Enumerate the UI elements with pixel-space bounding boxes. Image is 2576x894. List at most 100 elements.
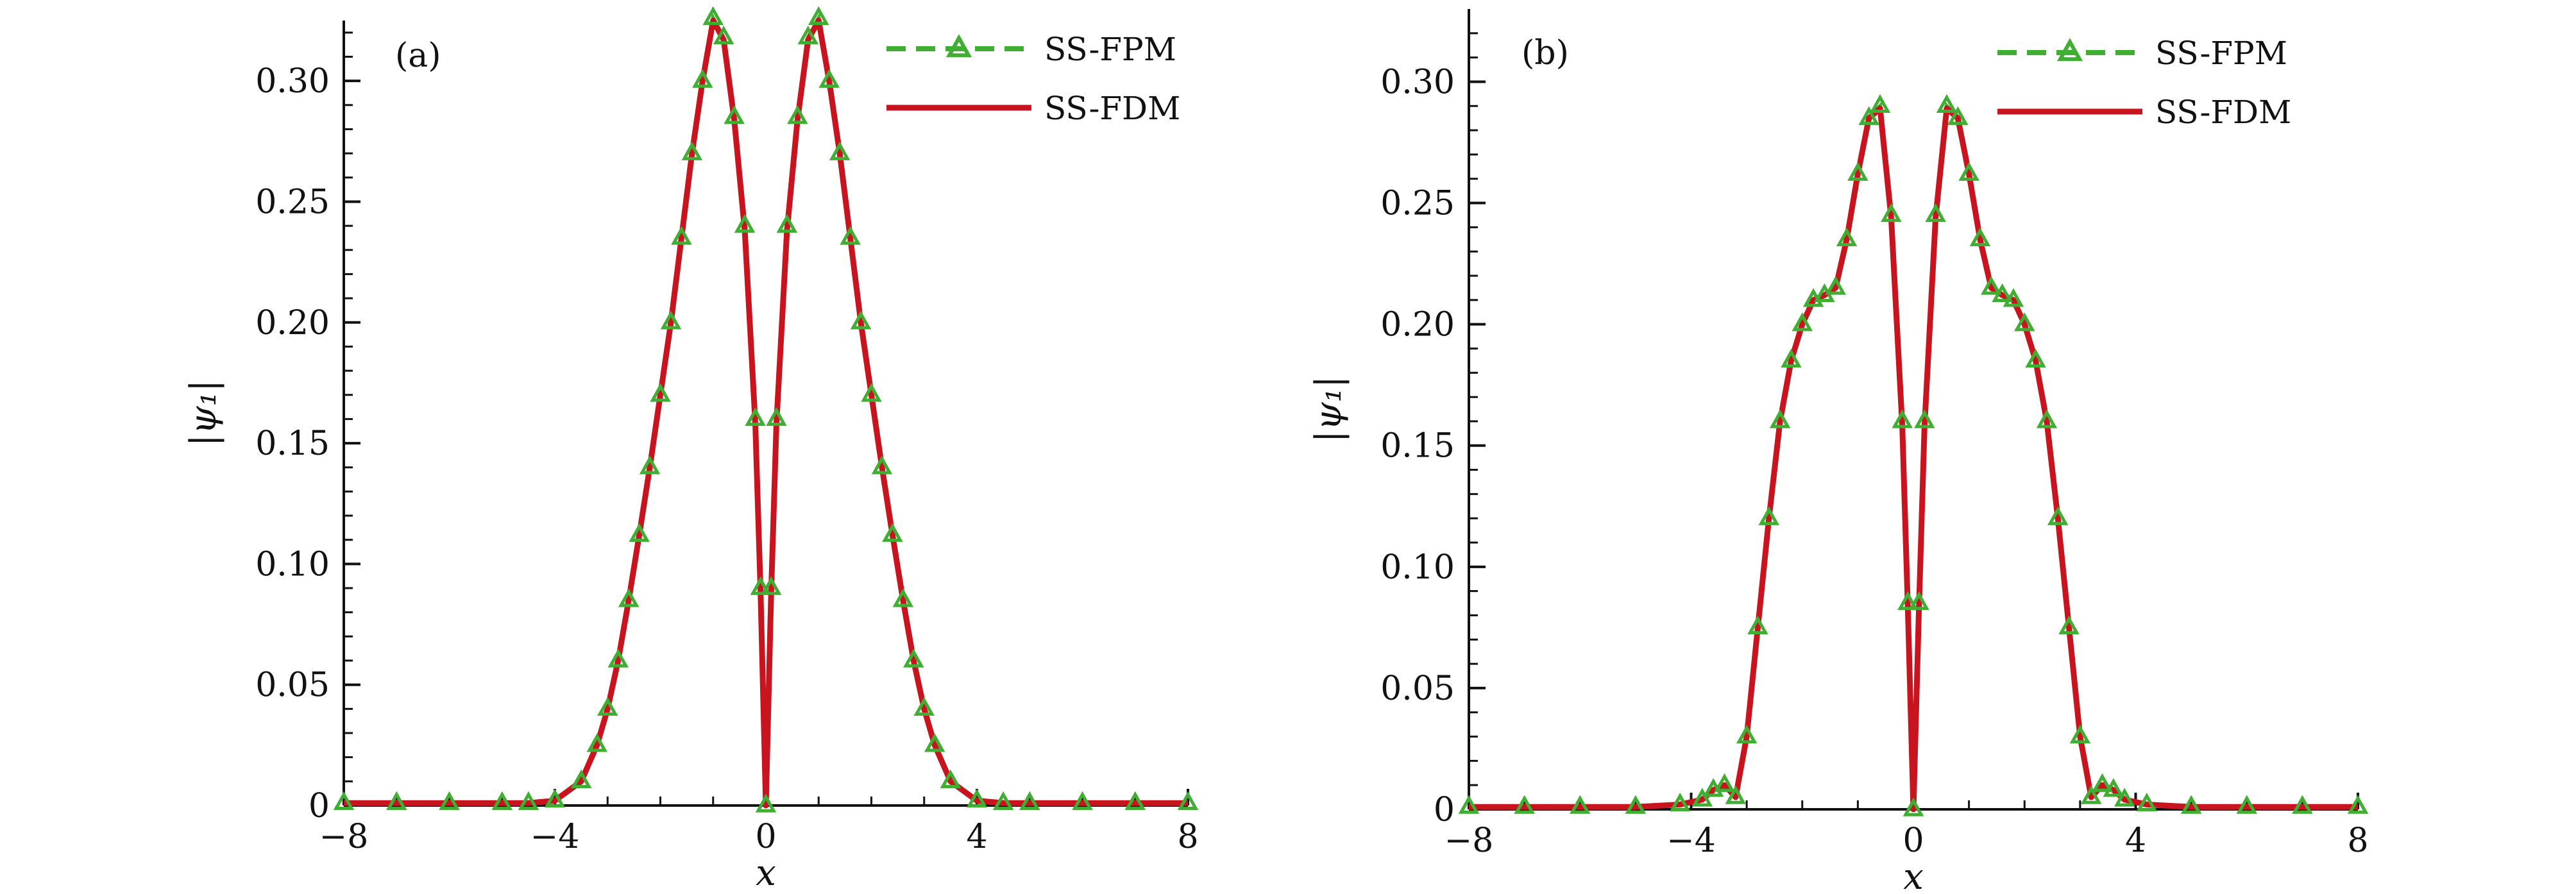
ss-fpm-point [760, 576, 782, 595]
y-tick-label: 0.20 [255, 304, 330, 342]
ss-fpm-point [1625, 795, 1647, 814]
ss-fpm-point [1177, 791, 1199, 810]
ss-fpm-point [913, 696, 935, 716]
ss-fpm-point [570, 769, 592, 789]
ss-fpm-point [2347, 795, 2369, 814]
ss-fpm-point [1458, 795, 1480, 814]
x-tick-label: 4 [2125, 822, 2146, 860]
ss-fpm-point [1072, 791, 1093, 810]
ss-fpm-point [892, 588, 914, 607]
ss-fpm-point [607, 648, 629, 668]
ss-fpm-point [639, 455, 661, 475]
y-tick-label: 0.30 [255, 62, 330, 101]
x-tick-label: −8 [319, 818, 369, 856]
ss-fpm-point [439, 791, 460, 810]
ss-fpm-point [750, 576, 772, 595]
x-tick-label: 0 [1902, 822, 1924, 860]
ss-fpm-point [776, 214, 798, 233]
ss-fpm-point [1758, 506, 1780, 525]
ss-fpm-point [1825, 276, 1846, 295]
ss-fpm-point [713, 25, 734, 45]
ss-fpm-point [2236, 795, 2257, 814]
ss-fpm-point [829, 141, 851, 160]
ss-fpm-point [1892, 409, 1913, 428]
ss-fpm-point [681, 141, 703, 160]
y-axis-title: |ψ₁| [183, 380, 225, 446]
series-ss-fdm-line [1469, 105, 2358, 813]
ss-fpm-point [692, 69, 713, 88]
ss-fpm-point [1514, 795, 1535, 814]
ss-fpm-point [924, 733, 945, 752]
ss-fpm-point [1914, 409, 1935, 428]
x-tick-label: 0 [755, 818, 776, 856]
ss-fpm-point [1858, 106, 1879, 125]
ss-fpm-point [1669, 792, 1691, 812]
ss-fpm-point [2036, 409, 2058, 428]
y-tick-label: 0.10 [255, 545, 330, 584]
ss-fpm-point [1969, 227, 1991, 246]
y-tick-label: 0.30 [1380, 63, 1455, 101]
y-tick-label: 0.25 [1380, 185, 1455, 223]
ss-fpm-point [808, 6, 829, 25]
ss-fpm-point [2003, 288, 2024, 307]
x-tick-label: 4 [966, 818, 987, 856]
series-ss-fpm-line [1469, 101, 2358, 810]
y-tick-label: 0.25 [255, 183, 330, 221]
ss-fpm-point [1725, 785, 1747, 804]
ss-fpm-point [1869, 94, 1891, 113]
ss-fpm-point [1691, 788, 1713, 807]
x-axis-title: x [1903, 856, 1924, 894]
ss-fpm-point [2014, 312, 2035, 332]
ss-fpm-point [940, 769, 962, 789]
ss-fpm-point [850, 310, 872, 330]
panel-label: (b) [1521, 34, 1569, 72]
ss-fpm-point [2025, 348, 2046, 368]
ss-fpm-point [1958, 162, 1979, 181]
legend-ss-fdm-label: SS-FDM [2155, 94, 2291, 131]
y-tick-label: 0.15 [255, 425, 330, 463]
ss-fpm-point [2080, 785, 2102, 804]
legend-ss-fdm-label: SS-FDM [1044, 90, 1180, 127]
y-tick-label: 0 [1434, 791, 1455, 829]
ss-fpm-point [1836, 227, 1858, 246]
x-tick-label: 8 [2347, 822, 2368, 860]
ss-fpm-point [518, 791, 539, 810]
y-axis-title: |ψ₁| [1308, 376, 1350, 443]
ss-fpm-point [2069, 725, 2091, 744]
panel-label: (a) [395, 37, 441, 75]
ss-fpm-point [903, 648, 924, 668]
ss-fpm-point [1769, 409, 1791, 428]
ss-fpm-point [586, 733, 608, 752]
ss-fpm-point [1881, 203, 1902, 223]
ss-fpm-point [2092, 773, 2113, 792]
chart-panel-a: −8 −4 0 4 8 0 0.05 0.10 0.15 0.20 0.25 0.30 x |ψ₁| (a)… [183, 6, 1199, 894]
ss-fpm-point [734, 214, 756, 233]
ss-fpm-point [992, 791, 1014, 810]
ss-fpm-point [2047, 506, 2069, 525]
ss-fpm-point [766, 407, 787, 426]
ss-fpm-point [745, 407, 766, 426]
x-tick-label: −4 [1666, 822, 1716, 860]
ss-fpm-point [2114, 788, 2135, 807]
ss-fpm-point [544, 788, 566, 808]
ss-fpm-point [491, 791, 513, 810]
ss-fpm-point [1847, 162, 1868, 181]
ss-fpm-point [1992, 283, 2013, 302]
ss-fpm-point [618, 588, 640, 607]
legend-ss-fpm-marker [2056, 38, 2083, 62]
ss-fpm-point [1714, 773, 1735, 792]
ss-fpm-point [2292, 795, 2313, 814]
ss-fpm-point [1936, 94, 1958, 113]
x-axis-title: x [756, 852, 776, 894]
ss-fpm-point [966, 788, 988, 808]
ss-fpm-point [1124, 791, 1146, 810]
ss-fpm-point [333, 791, 355, 810]
ss-fpm-point [861, 383, 882, 402]
ss-fpm-point [2103, 778, 2124, 797]
ss-fpm-point [597, 696, 618, 716]
ss-fpm-point [2180, 795, 2202, 814]
ss-fpm-point [650, 383, 671, 402]
ss-fpm-point [1781, 348, 1802, 368]
ss-fpm-point [787, 105, 808, 124]
ss-fpm-point [882, 523, 903, 542]
